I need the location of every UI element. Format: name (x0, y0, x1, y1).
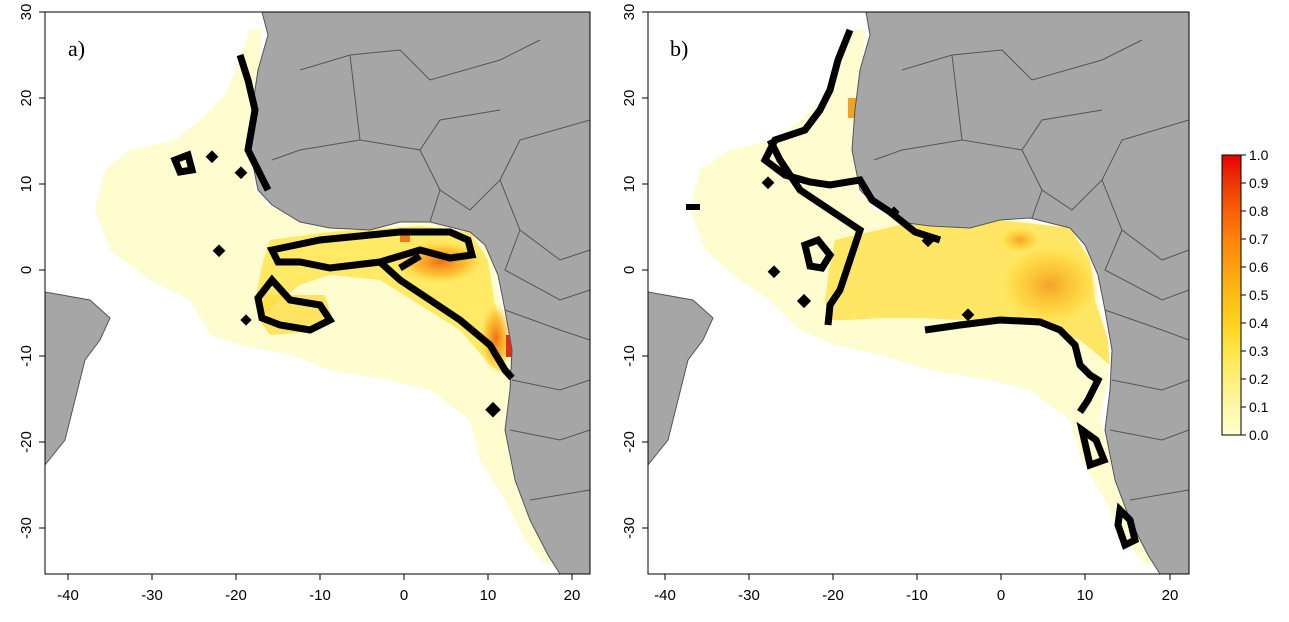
legend-tick-label: 0.5 (1249, 287, 1269, 303)
panel-b-x-tick: 0 (997, 587, 1005, 604)
panel-b-x-tick: 10 (1077, 587, 1094, 604)
panel-a-contour-south (254, 274, 336, 334)
panel-a-heat-field (95, 30, 560, 565)
panel-a-contour-nw (236, 53, 272, 192)
panel-a-hotspot-coast (480, 302, 512, 374)
panel-b-y-tick: -20 (621, 431, 638, 453)
panel-b-hotspot-east (1000, 245, 1100, 325)
panel-b-map: b) (648, 12, 1189, 574)
panel-a-x-tick: -10 (309, 587, 331, 604)
panel-a-y-tick: -20 (18, 431, 35, 453)
legend-ticks (1241, 154, 1246, 436)
panel-b: b) -40 -30 -20 -10 0 10 20 (621, 4, 1190, 604)
legend-tick-label: 1.0 (1249, 147, 1269, 163)
panel-b-y-tick: 30 (621, 4, 638, 21)
panel-a-x-tick: -30 (141, 587, 163, 604)
panel-a-contour-dots (205, 150, 501, 418)
legend-tick-label: 0.7 (1249, 231, 1269, 247)
legend-tick-label: 0.2 (1249, 371, 1269, 387)
panel-b-y-tick: -10 (621, 345, 638, 367)
panel-a: a) -40 -30 -20 -10 0 10 20 (18, 4, 591, 604)
panel-a-x-tick: -40 (57, 587, 79, 604)
panel-b-x-tick: -40 (654, 587, 676, 604)
panel-a-y-tick: -10 (18, 345, 35, 367)
legend-tick-label: 0.1 (1249, 399, 1269, 415)
panel-b-contour-west (760, 28, 942, 244)
panel-a-hotcell-2 (400, 232, 410, 242)
panel-b-contour-east (924, 316, 1103, 414)
panel-b-x-axis: -40 -30 -20 -10 0 10 20 (654, 573, 1179, 604)
panel-a-label: a) (68, 36, 85, 61)
panel-b-y-tick: 10 (621, 176, 638, 193)
panel-a-borders (271, 39, 590, 501)
legend-tick-label: 0.0 (1249, 427, 1269, 443)
panel-b-contour-loop (800, 235, 835, 272)
panel-a-x-tick: -20 (225, 587, 247, 604)
panel-b-south-america (648, 291, 714, 466)
panel-b-y-axis: 30 20 10 0 -10 -20 -30 (621, 4, 649, 539)
panel-b-y-tick: 20 (621, 90, 638, 107)
panel-a-contour-island (170, 150, 197, 176)
panel-b-africa (851, 12, 1189, 574)
color-legend: 1.0 0.9 0.8 0.7 0.6 0.5 0.4 0.3 0.2 0.1 … (1221, 147, 1269, 443)
legend-tick-label: 0.6 (1249, 259, 1269, 275)
panel-a-contour-coast (377, 252, 515, 381)
panel-a-x-axis: -40 -30 -20 -10 0 10 20 (57, 573, 581, 604)
panel-a-x-tick: 10 (480, 587, 497, 604)
panel-a-y-tick: 0 (18, 266, 35, 274)
panel-b-contours (760, 28, 1140, 550)
legend-tick-label: 0.3 (1249, 343, 1269, 359)
panel-a-y-axis: 30 20 10 0 -10 -20 -30 (18, 4, 46, 539)
legend-colorbar (1221, 154, 1242, 436)
panel-b-x-tick: -10 (906, 587, 928, 604)
panel-b-contour-south (766, 138, 865, 326)
panel-a-y-tick: -30 (18, 517, 35, 539)
panel-a-x-tick: 20 (564, 587, 581, 604)
panel-a-x-tick: 0 (400, 587, 408, 604)
panel-b-x-tick: 20 (1162, 587, 1179, 604)
panel-b-borders (873, 39, 1189, 501)
panel-b-y-tick: 0 (621, 266, 638, 274)
legend-tick-label: 0.4 (1249, 315, 1269, 331)
panel-a-contour-main (266, 228, 477, 272)
panel-b-y-tick: -30 (621, 517, 638, 539)
panel-b-x-tick: -30 (738, 587, 760, 604)
panel-a-south-america (45, 291, 111, 466)
panel-a-map: a) (45, 12, 590, 574)
panel-b-contour-dash (686, 204, 700, 210)
panel-a-y-tick: 10 (18, 176, 35, 193)
panel-a-y-tick: 30 (18, 4, 35, 21)
panel-a-y-tick: 20 (18, 90, 35, 107)
panel-b-contour-coast-south (1076, 421, 1140, 550)
panel-b-x-tick: -20 (822, 587, 844, 604)
panel-b-hotspot-north (1000, 228, 1040, 252)
legend-tick-label: 0.9 (1249, 175, 1269, 191)
panel-b-label: b) (670, 36, 688, 61)
legend-tick-label: 0.8 (1249, 203, 1269, 219)
panel-a-contours (170, 53, 515, 381)
panel-b-hotcell-1 (848, 98, 858, 118)
